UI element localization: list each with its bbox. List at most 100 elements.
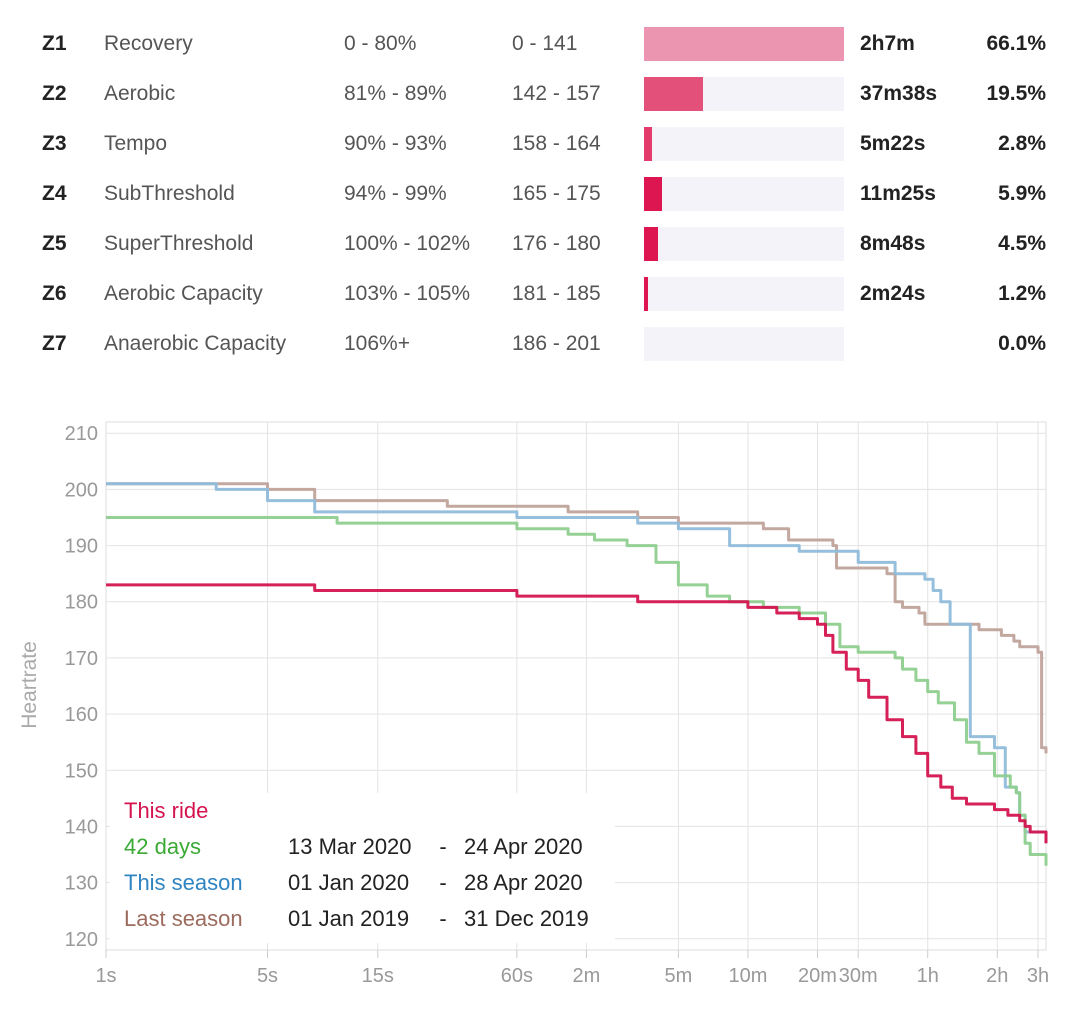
x-tick-label: 15s (362, 965, 394, 987)
zone-bpm-range: 158 - 164 (512, 132, 601, 155)
zone-bpm-range: 165 - 175 (512, 182, 601, 205)
zone-bar-fill (644, 27, 844, 61)
y-tick-label: 190 (65, 536, 98, 558)
x-tick-label: 60s (501, 965, 533, 987)
zone-id: Z4 (42, 182, 67, 205)
zone-percent-range: 81% - 89% (344, 82, 447, 105)
zone-bar-fill (644, 127, 653, 161)
zone-name: SubThreshold (104, 182, 235, 205)
x-tick-label: 20m (798, 965, 837, 987)
zone-row-z3: Z3 Tempo 90% - 93% 158 - 164 5m22s 2.8% (0, 119, 1072, 169)
zone-id: Z1 (42, 32, 67, 55)
heartrate-chart: 120 130 140 150 160 170 180 190 200 210 1s 5s 15s 60… (18, 421, 1049, 987)
zone-time: 2m24s (860, 282, 926, 305)
legend-start-date: 01 Jan 2019 (288, 906, 409, 931)
zone-bar-track (644, 327, 844, 361)
y-tick-label: 210 (65, 423, 98, 445)
zone-name: Tempo (104, 132, 168, 155)
zone-row-z1: Z1 Recovery 0 - 80% 0 - 141 2h7m 66.1% (0, 19, 1072, 69)
series-line-42-days (106, 516, 1048, 866)
legend-start-date: 13 Mar 2020 (288, 834, 412, 859)
y-tick-label: 150 (65, 760, 98, 782)
legend-date-separator: - (439, 906, 446, 931)
x-tick-label: 2m (573, 965, 601, 987)
x-axis-ticks: 1s 5s 15s 60s 2m 5m 10m 20m 30m 1h 2h 3h (95, 950, 1049, 987)
zone-time: 11m25s (860, 182, 936, 205)
zone-row-z5: Z5 SuperThreshold 100% - 102% 176 - 180 8m48… (0, 219, 1072, 269)
zone-bpm-range: 186 - 201 (512, 332, 601, 355)
zone-bpm-range: 0 - 141 (512, 32, 578, 55)
y-tick-label: 170 (65, 648, 98, 670)
legend-entry-name: 42 days (124, 834, 201, 859)
legend-end-date: 31 Dec 2019 (464, 906, 589, 931)
zone-name: Aerobic Capacity (104, 282, 263, 305)
legend-start-date: 01 Jan 2020 (288, 870, 409, 895)
zone-bar-track (644, 77, 844, 111)
zone-table: Z1 Recovery 0 - 80% 0 - 141 2h7m 66.1% Z2 Aerob… (0, 0, 1072, 380)
zone-name: SuperThreshold (104, 232, 254, 255)
zone-bar-track (644, 227, 844, 261)
zone-id: Z2 (42, 82, 67, 105)
zone-bpm-range: 181 - 185 (512, 282, 601, 305)
y-tick-label: 130 (65, 873, 98, 895)
zone-bar-track (644, 277, 844, 311)
zone-time: 5m22s (860, 132, 926, 155)
legend-entry-name: Last season (124, 906, 243, 931)
zone-name: Anaerobic Capacity (104, 332, 287, 355)
zone-row-z6: Z6 Aerobic Capacity 103% - 105% 181 - 185 2m… (0, 269, 1072, 319)
zone-time: 2h7m (860, 32, 915, 55)
zone-percent-range: 106%+ (344, 332, 410, 355)
zone-share: 5.9% (998, 182, 1046, 205)
legend-entry-name: This ride (124, 798, 208, 823)
y-tick-label: 160 (65, 704, 98, 726)
y-axis-ticks: 120 130 140 150 160 170 180 190 200 210 (65, 423, 98, 951)
zone-bar-track (644, 27, 844, 61)
y-tick-label: 200 (65, 479, 98, 501)
zone-row-z4: Z4 SubThreshold 94% - 99% 165 - 175 11m25s 5.… (0, 169, 1072, 219)
zone-row-z7: Z7 Anaerobic Capacity 106%+ 186 - 201 0.0% (0, 319, 1072, 369)
chart-grid (105, 421, 1047, 951)
zone-bar-fill (644, 77, 703, 111)
zone-share: 0.0% (998, 332, 1046, 355)
zone-id: Z5 (42, 232, 67, 255)
zone-share: 19.5% (986, 82, 1046, 105)
zone-share: 66.1% (986, 32, 1046, 55)
legend-date-separator: - (439, 834, 446, 859)
legend-end-date: 28 Apr 2020 (464, 870, 583, 895)
zone-bar-track (644, 177, 844, 211)
zone-bar-fill (644, 177, 662, 211)
zone-share: 4.5% (998, 232, 1046, 255)
zone-name: Recovery (104, 32, 193, 55)
x-tick-label: 2h (986, 965, 1008, 987)
zone-id: Z7 (42, 332, 67, 355)
series-line-last-season (106, 482, 1048, 754)
x-tick-label: 3h (1027, 965, 1049, 987)
zone-percent-range: 90% - 93% (344, 132, 447, 155)
x-tick-label: 1h (917, 965, 939, 987)
zone-percent-range: 100% - 102% (344, 232, 471, 255)
zone-percent-range: 94% - 99% (344, 182, 447, 205)
y-tick-label: 120 (65, 929, 98, 951)
legend-date-separator: - (439, 870, 446, 895)
y-axis-label: Heartrate (18, 641, 41, 729)
x-tick-label: 1s (95, 965, 116, 987)
zone-bpm-range: 142 - 157 (512, 82, 601, 105)
legend-entry-name: This season (124, 870, 243, 895)
zone-bar-fill (644, 227, 658, 261)
y-tick-label: 140 (65, 816, 98, 838)
zone-name: Aerobic (104, 82, 176, 105)
zone-percent-range: 0 - 80% (344, 32, 417, 55)
y-tick-label: 180 (65, 592, 98, 614)
legend-end-date: 24 Apr 2020 (464, 834, 583, 859)
x-tick-label: 10m (728, 965, 767, 987)
zone-bpm-range: 176 - 180 (512, 232, 601, 255)
zone-time: 37m38s (860, 82, 938, 105)
zone-share: 1.2% (998, 282, 1046, 305)
zone-share: 2.8% (998, 132, 1046, 155)
zone-percent-range: 103% - 105% (344, 282, 471, 305)
plot-frame (105, 421, 1047, 951)
zone-row-z2: Z2 Aerobic 81% - 89% 142 - 157 37m38s 19.5% (0, 69, 1072, 119)
zone-id: Z3 (42, 132, 67, 155)
chart-lines (106, 482, 1048, 866)
